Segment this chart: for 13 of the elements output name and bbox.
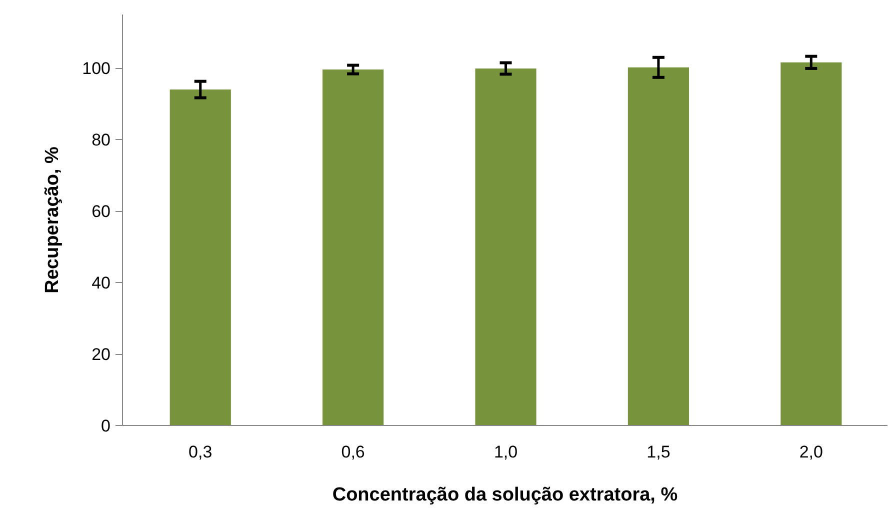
x-tick-label: 1,0: [494, 442, 518, 462]
y-tick-label: 100: [82, 59, 111, 78]
y-tick-label: 40: [92, 274, 111, 293]
y-axis-title: Recuperação, %: [42, 146, 64, 294]
x-tick-label: 2,0: [799, 442, 823, 462]
x-tick-label: 1,5: [646, 442, 670, 462]
y-tick-label: 60: [92, 202, 111, 222]
y-tick-label: 80: [92, 130, 111, 150]
y-tick-label: 20: [92, 345, 111, 364]
x-tick-label: 0,6: [341, 442, 365, 462]
y-tick-label: 0: [101, 416, 111, 436]
x-axis-title: Concentração da solução extratora, %: [332, 484, 678, 506]
x-tick-label: 0,3: [188, 442, 212, 462]
